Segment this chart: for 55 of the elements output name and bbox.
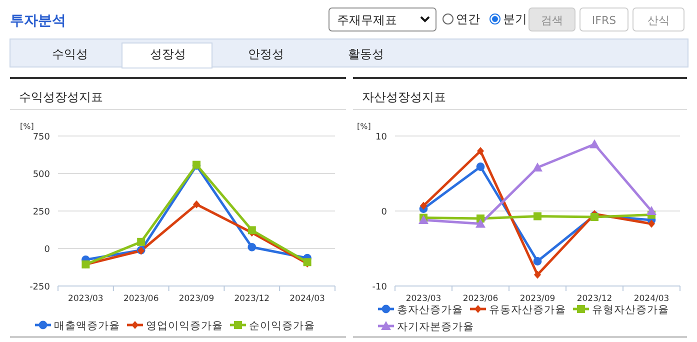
x-tick-label: 2023/12 <box>576 294 612 304</box>
point <box>590 139 600 148</box>
text: 수익성 <box>52 47 88 61</box>
x-tick-label: 2023/06 <box>462 294 498 304</box>
point <box>476 218 486 228</box>
x-tick-label: 2023/09 <box>520 294 556 304</box>
point <box>648 220 655 228</box>
legend-label: 총자산증가율 <box>397 304 463 316</box>
y-tick-label: 250 <box>32 208 50 218</box>
point <box>137 238 146 246</box>
x-tick-label: 2023/09 <box>178 294 214 304</box>
text: 검색 <box>541 14 563 27</box>
legend-label: 순이익증가율 <box>249 320 315 332</box>
text: 산식 <box>648 14 670 27</box>
text: IFRS <box>592 14 616 27</box>
y-tick-label: 10 <box>376 132 388 142</box>
x-tick-label: 2024/03 <box>634 294 670 304</box>
legend-label: 유동자산증가율 <box>489 304 566 316</box>
legend-label: 자기자본증가율 <box>397 321 474 333</box>
text: 성장성 <box>150 47 186 61</box>
y-tick-label: 750 <box>32 132 50 142</box>
point <box>646 206 656 215</box>
y-axis-title: [%] <box>20 122 34 131</box>
text: 활동성 <box>348 47 384 61</box>
text: 분기 <box>503 12 527 26</box>
y-tick-label: -250 <box>30 282 50 292</box>
point <box>533 257 542 266</box>
point <box>532 162 542 172</box>
chart-title: 자산성장성지표 <box>362 90 446 104</box>
x-tick-label: 2023/12 <box>234 294 270 304</box>
text: 투자분석 <box>10 13 66 29</box>
y-tick-label: 0 <box>381 208 388 218</box>
point <box>420 202 427 210</box>
x-tick-label: 2024/03 <box>290 294 325 304</box>
legend-label: 영업이익증가율 <box>146 320 223 332</box>
point <box>477 147 484 155</box>
legend-label: 유형자산증가율 <box>592 304 669 316</box>
legend-label: 매출액증가율 <box>54 320 120 332</box>
x-tick-label: 2023/03 <box>406 294 442 304</box>
chart-title: 수익성장성지표 <box>19 90 103 104</box>
point <box>534 270 541 279</box>
point <box>248 242 256 252</box>
point <box>248 226 256 234</box>
y-axis-title: [%] <box>357 122 371 131</box>
x-tick-label: 2023/03 <box>68 294 104 304</box>
y-tick-label: 0 <box>44 245 50 255</box>
point <box>534 212 542 220</box>
text: 연간 <box>456 12 480 26</box>
text: 안정성 <box>248 47 284 61</box>
point <box>476 162 485 171</box>
x-tick-label: 2023/06 <box>123 294 159 304</box>
text: 주재무제표 <box>337 13 397 27</box>
point <box>193 200 200 208</box>
y-tick-label: 500 <box>32 170 50 180</box>
y-tick-label: -10 <box>372 282 388 292</box>
